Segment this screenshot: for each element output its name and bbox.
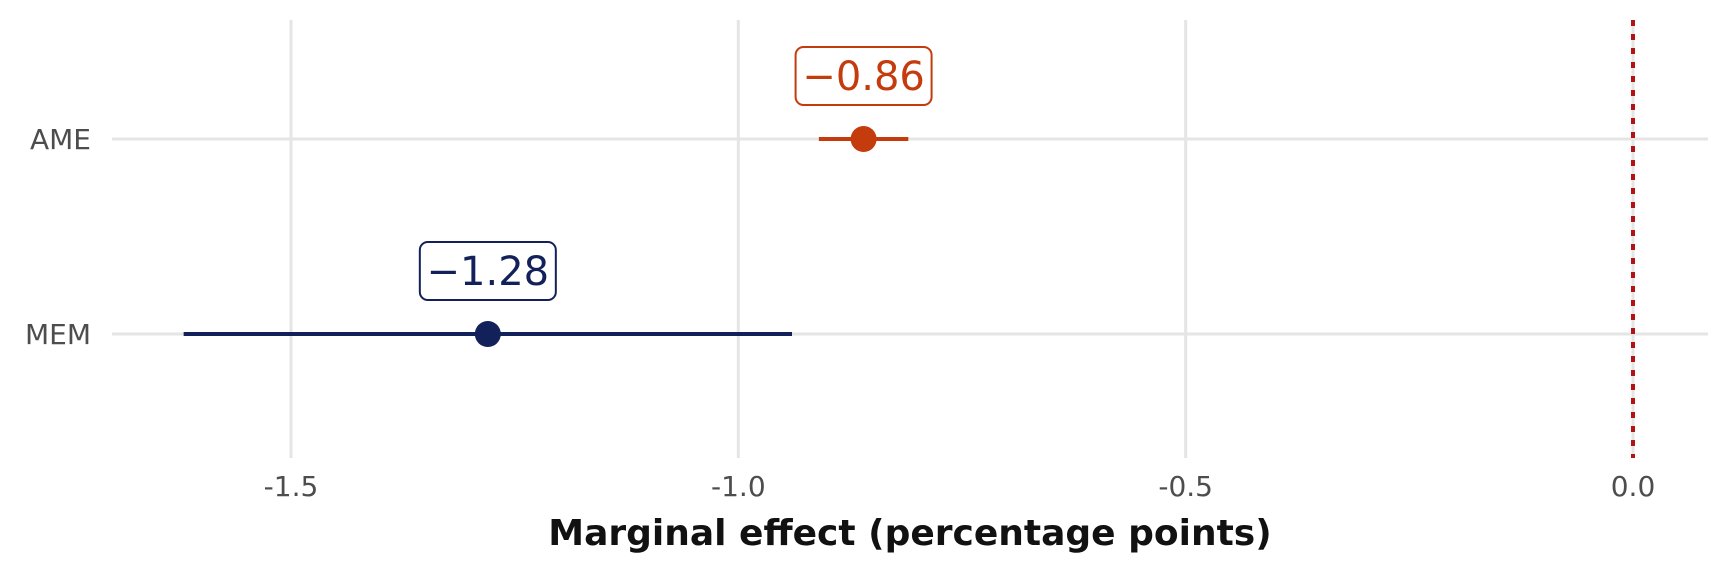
estimate-label-box xyxy=(418,241,557,301)
point-estimate xyxy=(850,126,877,152)
x-tick-label: -0.5 xyxy=(1158,470,1213,503)
estimate-group-ame: −0.86 xyxy=(794,46,933,152)
y-tick-label: MEM xyxy=(25,318,91,351)
y-tick-label: AME xyxy=(30,123,91,156)
axes: -1.5 -1.0 -0.5 0.0 AME MEM xyxy=(25,123,1655,503)
estimate-label: −1.28 xyxy=(427,249,550,295)
x-axis-title: Marginal effect (percentage points) xyxy=(548,513,1271,554)
x-tick-label: -1.0 xyxy=(711,470,766,503)
data-layer: −0.86 −1.28 xyxy=(183,46,933,347)
x-tick-label: -1.5 xyxy=(264,470,319,503)
point-estimate xyxy=(474,321,501,347)
estimate-label-box xyxy=(794,46,933,106)
estimate-label: −0.86 xyxy=(802,54,925,100)
x-tick-label: 0.0 xyxy=(1611,470,1656,503)
estimate-group-mem: −1.28 xyxy=(183,241,793,347)
